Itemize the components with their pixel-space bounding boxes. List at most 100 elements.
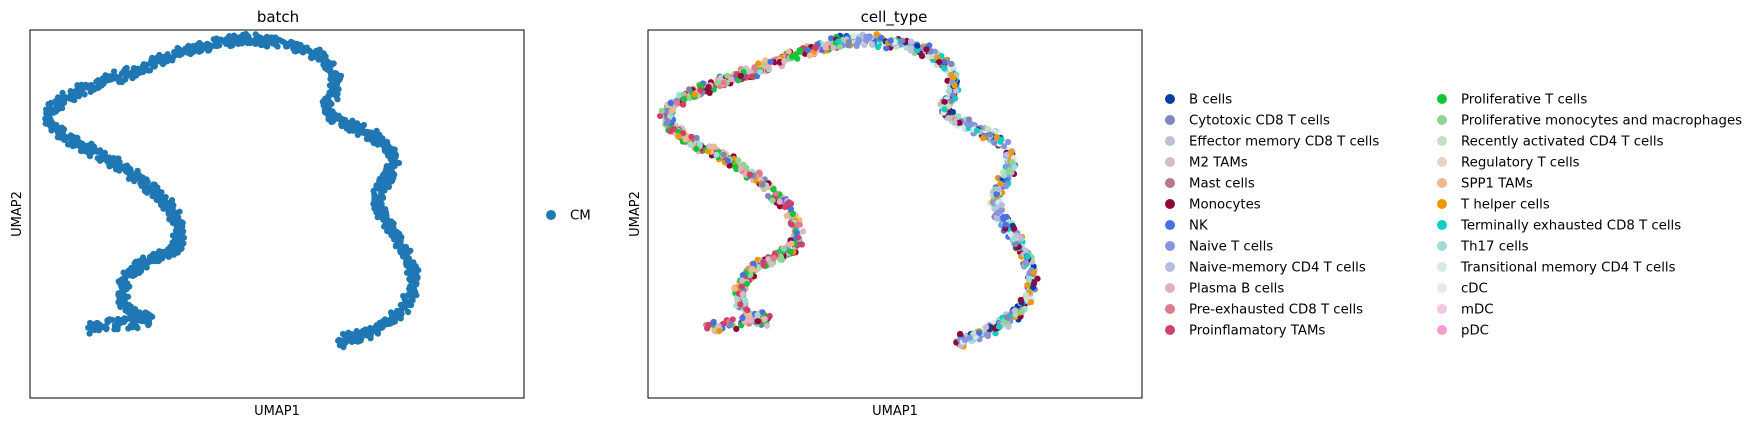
scatter-point <box>1027 299 1035 306</box>
scatter-point <box>93 78 100 85</box>
scatter-point <box>185 42 192 50</box>
scatter-point <box>117 291 124 298</box>
legend-label: Monocytes <box>1189 198 1261 213</box>
scatter-point <box>747 271 754 278</box>
scatter-point <box>727 321 734 328</box>
scatter-point <box>706 89 713 96</box>
legend-marker <box>1437 283 1447 293</box>
scatter-point <box>125 305 132 313</box>
batch-ylabel: UMAP2 <box>10 191 25 237</box>
scatter-point <box>83 84 90 91</box>
scatter-point <box>128 69 135 76</box>
scatter-point <box>1030 269 1037 276</box>
scatter-point <box>1012 240 1019 248</box>
scatter-point <box>948 60 955 67</box>
legend-marker <box>1437 241 1447 251</box>
legend-label: B cells <box>1189 93 1232 108</box>
scatter-point <box>272 40 279 48</box>
scatter-point <box>951 119 958 126</box>
legend-label: M2 TAMs <box>1189 156 1248 171</box>
scatter-point <box>411 286 418 293</box>
scatter-point <box>261 41 268 49</box>
scatter-point <box>51 108 58 115</box>
scatter-point <box>86 330 93 337</box>
scatter-point <box>945 115 952 122</box>
scatter-point <box>940 64 948 72</box>
scatter-point <box>387 162 394 169</box>
scatter-point <box>169 57 176 64</box>
scatter-point <box>760 262 767 269</box>
scatter-point <box>244 37 251 44</box>
scatter-point <box>113 155 120 163</box>
scatter-point <box>732 164 739 171</box>
scatter-point <box>56 99 63 106</box>
scatter-point <box>1006 167 1013 174</box>
scatter-point <box>731 285 738 292</box>
scatter-point <box>697 87 704 94</box>
scatter-point <box>793 229 800 236</box>
scatter-point <box>877 34 884 42</box>
scatter-point <box>145 322 152 329</box>
scatter-point <box>332 114 339 121</box>
scatter-point <box>106 316 113 323</box>
scatter-point <box>919 53 926 60</box>
legend-label: Th17 cells <box>1460 240 1529 255</box>
scatter-point <box>388 232 395 239</box>
scatter-point <box>376 177 383 185</box>
scatter-point <box>87 319 94 327</box>
scatter-point <box>663 107 670 114</box>
scatter-point <box>883 45 890 52</box>
legend-label: Plasma B cells <box>1189 282 1284 297</box>
scatter-point <box>333 89 340 97</box>
scatter-point <box>325 116 332 123</box>
scatter-point <box>1017 296 1024 304</box>
scatter-point <box>397 248 404 255</box>
scatter-point <box>781 58 788 65</box>
scatter-point <box>980 135 987 142</box>
legend-label: pDC <box>1461 324 1489 339</box>
legend-marker <box>1165 115 1175 125</box>
scatter-point <box>976 329 983 336</box>
scatter-point <box>331 71 338 78</box>
scatter-point <box>410 265 417 272</box>
scatter-point <box>149 251 156 258</box>
scatter-point <box>162 194 169 201</box>
scatter-point <box>144 178 151 185</box>
scatter-point <box>45 101 52 108</box>
scatter-point <box>58 124 66 131</box>
scatter-point <box>747 68 754 75</box>
scatter-point <box>997 180 1004 187</box>
scatter-point <box>796 48 804 55</box>
scatter-point <box>950 74 957 81</box>
scatter-point <box>398 310 405 317</box>
scatter-point <box>356 337 363 344</box>
scatter-point <box>687 141 694 148</box>
scatter-point <box>944 77 951 84</box>
scatter-point <box>720 79 727 86</box>
scatter-point <box>761 315 768 323</box>
scatter-point <box>408 276 415 283</box>
cell-type-points <box>657 31 1041 350</box>
scatter-point <box>98 150 105 157</box>
scatter-point <box>297 47 304 54</box>
scatter-point <box>993 191 1000 198</box>
scatter-point <box>148 183 155 190</box>
scatter-point <box>405 308 412 316</box>
scatter-point <box>726 162 733 169</box>
legend-marker <box>1165 178 1175 188</box>
scatter-point <box>292 48 299 55</box>
scatter-point <box>675 133 682 140</box>
scatter-point <box>778 256 786 263</box>
scatter-point <box>406 260 413 267</box>
scatter-point <box>1025 276 1032 283</box>
legend-marker <box>546 210 556 220</box>
scatter-point <box>371 195 378 202</box>
scatter-point <box>729 316 736 323</box>
scatter-point <box>941 58 948 65</box>
scatter-point <box>384 319 391 326</box>
legend-marker <box>1165 283 1175 293</box>
scatter-point <box>181 48 189 55</box>
scatter-point <box>693 134 700 141</box>
scatter-point <box>713 151 720 158</box>
scatter-point <box>413 280 420 287</box>
